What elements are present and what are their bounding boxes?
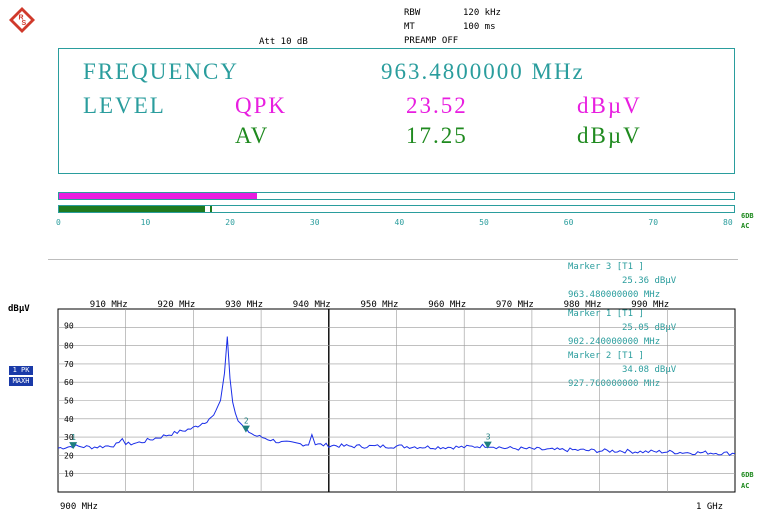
y-tick-label: 50 — [64, 397, 74, 406]
marker3-level: 25.36 dBµV — [622, 276, 677, 286]
bar-scale-tick-60: 60 — [563, 218, 574, 227]
rbw-label: RBW — [404, 8, 421, 18]
av-unit: dBµV — [577, 123, 642, 148]
qpk-label: QPK — [235, 93, 288, 118]
x-tick-label: 940 MHz — [293, 300, 331, 310]
x-tick-label: 950 MHz — [361, 300, 399, 310]
bar-scale-tick-20: 20 — [225, 218, 235, 227]
qpk-unit: dBµV — [577, 93, 642, 118]
x-tick-label: 960 MHz — [428, 300, 466, 310]
av-peak-marker — [210, 206, 213, 212]
marker-3-icon — [483, 441, 492, 449]
x-tick-label: 920 MHz — [157, 300, 195, 310]
bar-scale-tick-10: 10 — [140, 218, 151, 227]
marker2-title: Marker 2 [T1 ] — [568, 351, 644, 361]
frequency-value: 963.4800000 MHz — [381, 59, 585, 84]
x-stop-label: 1 GHz — [696, 502, 724, 512]
x-tick-label: 970 MHz — [496, 300, 534, 310]
bar-scale-tick-80: 80 — [723, 218, 733, 227]
x-tick-label: 930 MHz — [225, 300, 263, 310]
qpk-level-bar — [58, 192, 735, 200]
marker2-frequency: 927.760000000 MHz — [568, 379, 661, 389]
plot-detector-label-2: AC — [741, 482, 750, 490]
x-start-label: 900 MHz — [60, 502, 98, 512]
av-level-bar — [58, 205, 735, 213]
marker-2-icon — [241, 425, 250, 433]
bar-scale-tick-30: 30 — [309, 218, 320, 227]
av-value: 17.25 — [406, 123, 468, 148]
marker-1-label: 1 — [71, 433, 76, 442]
frequency-label: FREQUENCY — [83, 59, 240, 84]
marker-3-label: 3 — [486, 433, 491, 442]
y-tick-label: 80 — [64, 342, 74, 351]
y-tick-label: 20 — [64, 451, 74, 460]
y-tick-label: 70 — [64, 360, 74, 369]
trace-detector-tag: 1 PK — [9, 366, 33, 375]
rohde-schwarz-logo: R S — [9, 7, 35, 33]
svg-text:S: S — [22, 20, 27, 27]
bar-scale-tick-0: 0 — [56, 218, 61, 227]
y-axis-unit: dBµV — [8, 304, 30, 314]
svg-text:R: R — [19, 15, 24, 22]
bar-scale-tick-50: 50 — [479, 218, 489, 227]
bar-detector-label-1: 6DB — [741, 212, 754, 220]
y-tick-label: 90 — [64, 321, 74, 330]
bar-detector-label-2: AC — [741, 222, 750, 230]
y-tick-label: 60 — [64, 378, 74, 387]
level-readout-panel: FREQUENCY 963.4800000 MHz LEVEL QPK 23.5… — [58, 48, 735, 174]
rbw-value: 120 kHz — [463, 8, 501, 18]
marker-2-label: 2 — [244, 417, 249, 426]
x-tick-label: 990 MHz — [631, 300, 669, 310]
marker3-title: Marker 3 [T1 ] — [568, 262, 644, 272]
av-label: AV — [235, 123, 270, 148]
marker1-frequency: 902.240000000 MHz — [568, 337, 661, 347]
y-tick-label: 10 — [64, 470, 74, 479]
av-level-fill — [59, 206, 205, 212]
spectrum-trace — [57, 336, 736, 456]
divider — [48, 259, 738, 260]
x-tick-label: 910 MHz — [90, 300, 128, 310]
marker1-level: 25.05 dBµV — [622, 323, 677, 333]
qpk-value: 23.52 — [406, 93, 468, 118]
level-label: LEVEL — [83, 93, 166, 118]
marker1-title: Marker 1 [T1 ] — [568, 309, 644, 319]
trace-mode-tag: MAXH — [9, 377, 33, 386]
y-tick-label: 40 — [64, 415, 74, 424]
bar-scale-tick-40: 40 — [394, 218, 405, 227]
mt-value: 100 ms — [463, 22, 496, 32]
qpk-level-fill — [59, 193, 258, 199]
mt-label: MT — [404, 22, 415, 32]
marker2-level: 34.08 dBµV — [622, 365, 677, 375]
preamp-setting: PREAMP OFF — [404, 36, 459, 46]
plot-detector-label-1: 6DB — [741, 471, 754, 479]
x-tick-label: 980 MHz — [564, 300, 602, 310]
marker3-frequency: 963.480000000 MHz — [568, 290, 661, 300]
attenuation-setting: Att 10 dB — [259, 37, 308, 47]
y-tick-label: 30 — [64, 433, 74, 442]
marker-1-icon — [69, 442, 78, 450]
bar-scale-tick-70: 70 — [648, 218, 659, 227]
